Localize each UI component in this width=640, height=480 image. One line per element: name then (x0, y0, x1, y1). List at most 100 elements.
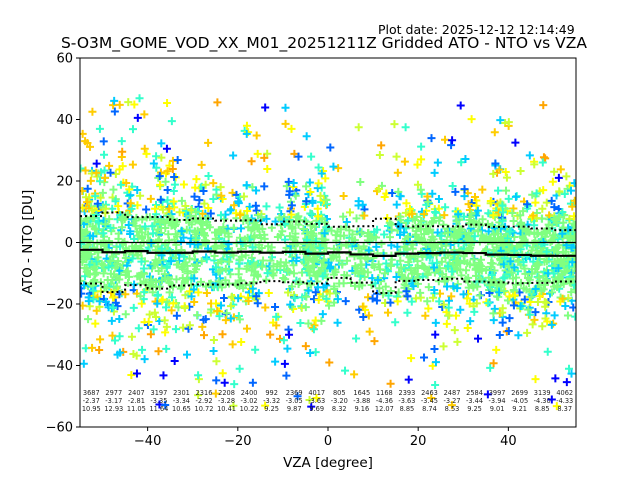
scatter-point (301, 342, 310, 351)
scatter-point (106, 168, 115, 177)
scatter-point (312, 394, 321, 403)
scatter-point (558, 208, 567, 217)
scatter-point (323, 273, 332, 282)
scatter-point (392, 152, 401, 161)
scatter-point (242, 121, 251, 130)
scatter-point (173, 155, 182, 164)
y-tick-label: −40 (46, 359, 73, 374)
scatter-point (279, 274, 288, 283)
scatter-point (559, 279, 568, 288)
scatter-point (287, 124, 296, 133)
scatter-point (544, 220, 553, 229)
scatter-point (157, 276, 166, 285)
bin-mean-label: -3.34 (173, 397, 190, 405)
scatter-point (373, 275, 382, 284)
bin-annotations: 3687-2.3710.952977-3.1712.932407-2.8111.… (82, 389, 573, 413)
scatter-point (490, 234, 499, 243)
scatter-point (554, 264, 563, 273)
scatter-point (397, 263, 406, 272)
scatter-point (333, 227, 342, 236)
bin-mean-label: -3.63 (398, 397, 415, 405)
scatter-point (416, 224, 425, 233)
scatter-point (289, 269, 298, 278)
scatter-point (560, 189, 569, 198)
scatter-point (302, 292, 311, 301)
scatter-point (101, 173, 110, 182)
scatter-point (239, 192, 248, 201)
scatter-point (495, 165, 504, 174)
scatter-point (80, 230, 86, 239)
scatter-point (465, 215, 474, 224)
scatter-point (543, 317, 552, 326)
scatter-point (550, 215, 559, 224)
scatter-point (489, 359, 498, 368)
scatter-point (420, 353, 429, 362)
scatter-point (196, 277, 205, 286)
scatter-point (280, 261, 289, 270)
scatter-point (90, 247, 99, 256)
scatter-point (482, 235, 491, 244)
scatter-point (340, 271, 349, 280)
scatter-point (307, 402, 316, 411)
scatter-point (116, 180, 125, 189)
scatter-point (162, 322, 171, 331)
scatter-point (431, 208, 440, 217)
bin-count-label: 2400 (241, 389, 258, 397)
scatter-point (322, 294, 331, 303)
scatter-point (218, 330, 227, 339)
scatter-point (163, 99, 172, 108)
scatter-point (146, 330, 155, 339)
scatter-point (406, 266, 415, 275)
scatter-point (248, 378, 257, 387)
scatter-point (147, 275, 156, 284)
scatter-point (106, 223, 115, 232)
scatter-point (539, 153, 548, 162)
scatter-point (418, 261, 427, 270)
scatter-point (284, 288, 293, 297)
scatter-point (370, 263, 379, 272)
scatter-point (311, 288, 320, 297)
scatter-point (93, 239, 102, 248)
scatter-point (275, 334, 284, 343)
scatter-point (273, 233, 282, 242)
scatter-point (140, 355, 149, 364)
scatter-point (124, 278, 133, 287)
scatter-point (565, 214, 574, 223)
bin-std-label: 10.22 (240, 405, 259, 413)
scatter-point (416, 288, 425, 297)
scatter-point (309, 251, 318, 260)
scatter-point (169, 197, 178, 206)
scatter-point (154, 347, 163, 356)
scatter-point (140, 144, 149, 153)
scatter-point (136, 241, 145, 250)
scatter-point (252, 186, 261, 195)
scatter-point (212, 357, 221, 366)
scatter-point (115, 332, 124, 341)
bin-std-label: 8.85 (535, 405, 550, 413)
scatter-point (151, 313, 160, 322)
scatter-point (531, 198, 540, 207)
scatter-point (421, 311, 430, 320)
scatter-point (444, 296, 453, 305)
scatter-point (308, 323, 317, 332)
scatter-point (434, 195, 443, 204)
x-axis-label: VZA [degree] (283, 455, 373, 471)
bin-mean-label: -2.92 (195, 397, 212, 405)
scatter-point (365, 327, 374, 336)
scatter-point (504, 118, 513, 127)
scatter-point (202, 282, 211, 291)
scatter-point (383, 308, 392, 317)
scatter-point (151, 215, 160, 224)
scatter-point (509, 216, 518, 225)
scatter-point (531, 236, 540, 245)
scatter-point (108, 276, 117, 285)
scatter-point (157, 153, 166, 162)
scatter-point (519, 207, 528, 216)
scatter-point (470, 307, 479, 316)
scatter-point (278, 227, 287, 236)
scatter-point (261, 303, 270, 312)
scatter-point (452, 311, 461, 320)
scatter-point (165, 204, 174, 213)
scatter-point (554, 173, 563, 182)
